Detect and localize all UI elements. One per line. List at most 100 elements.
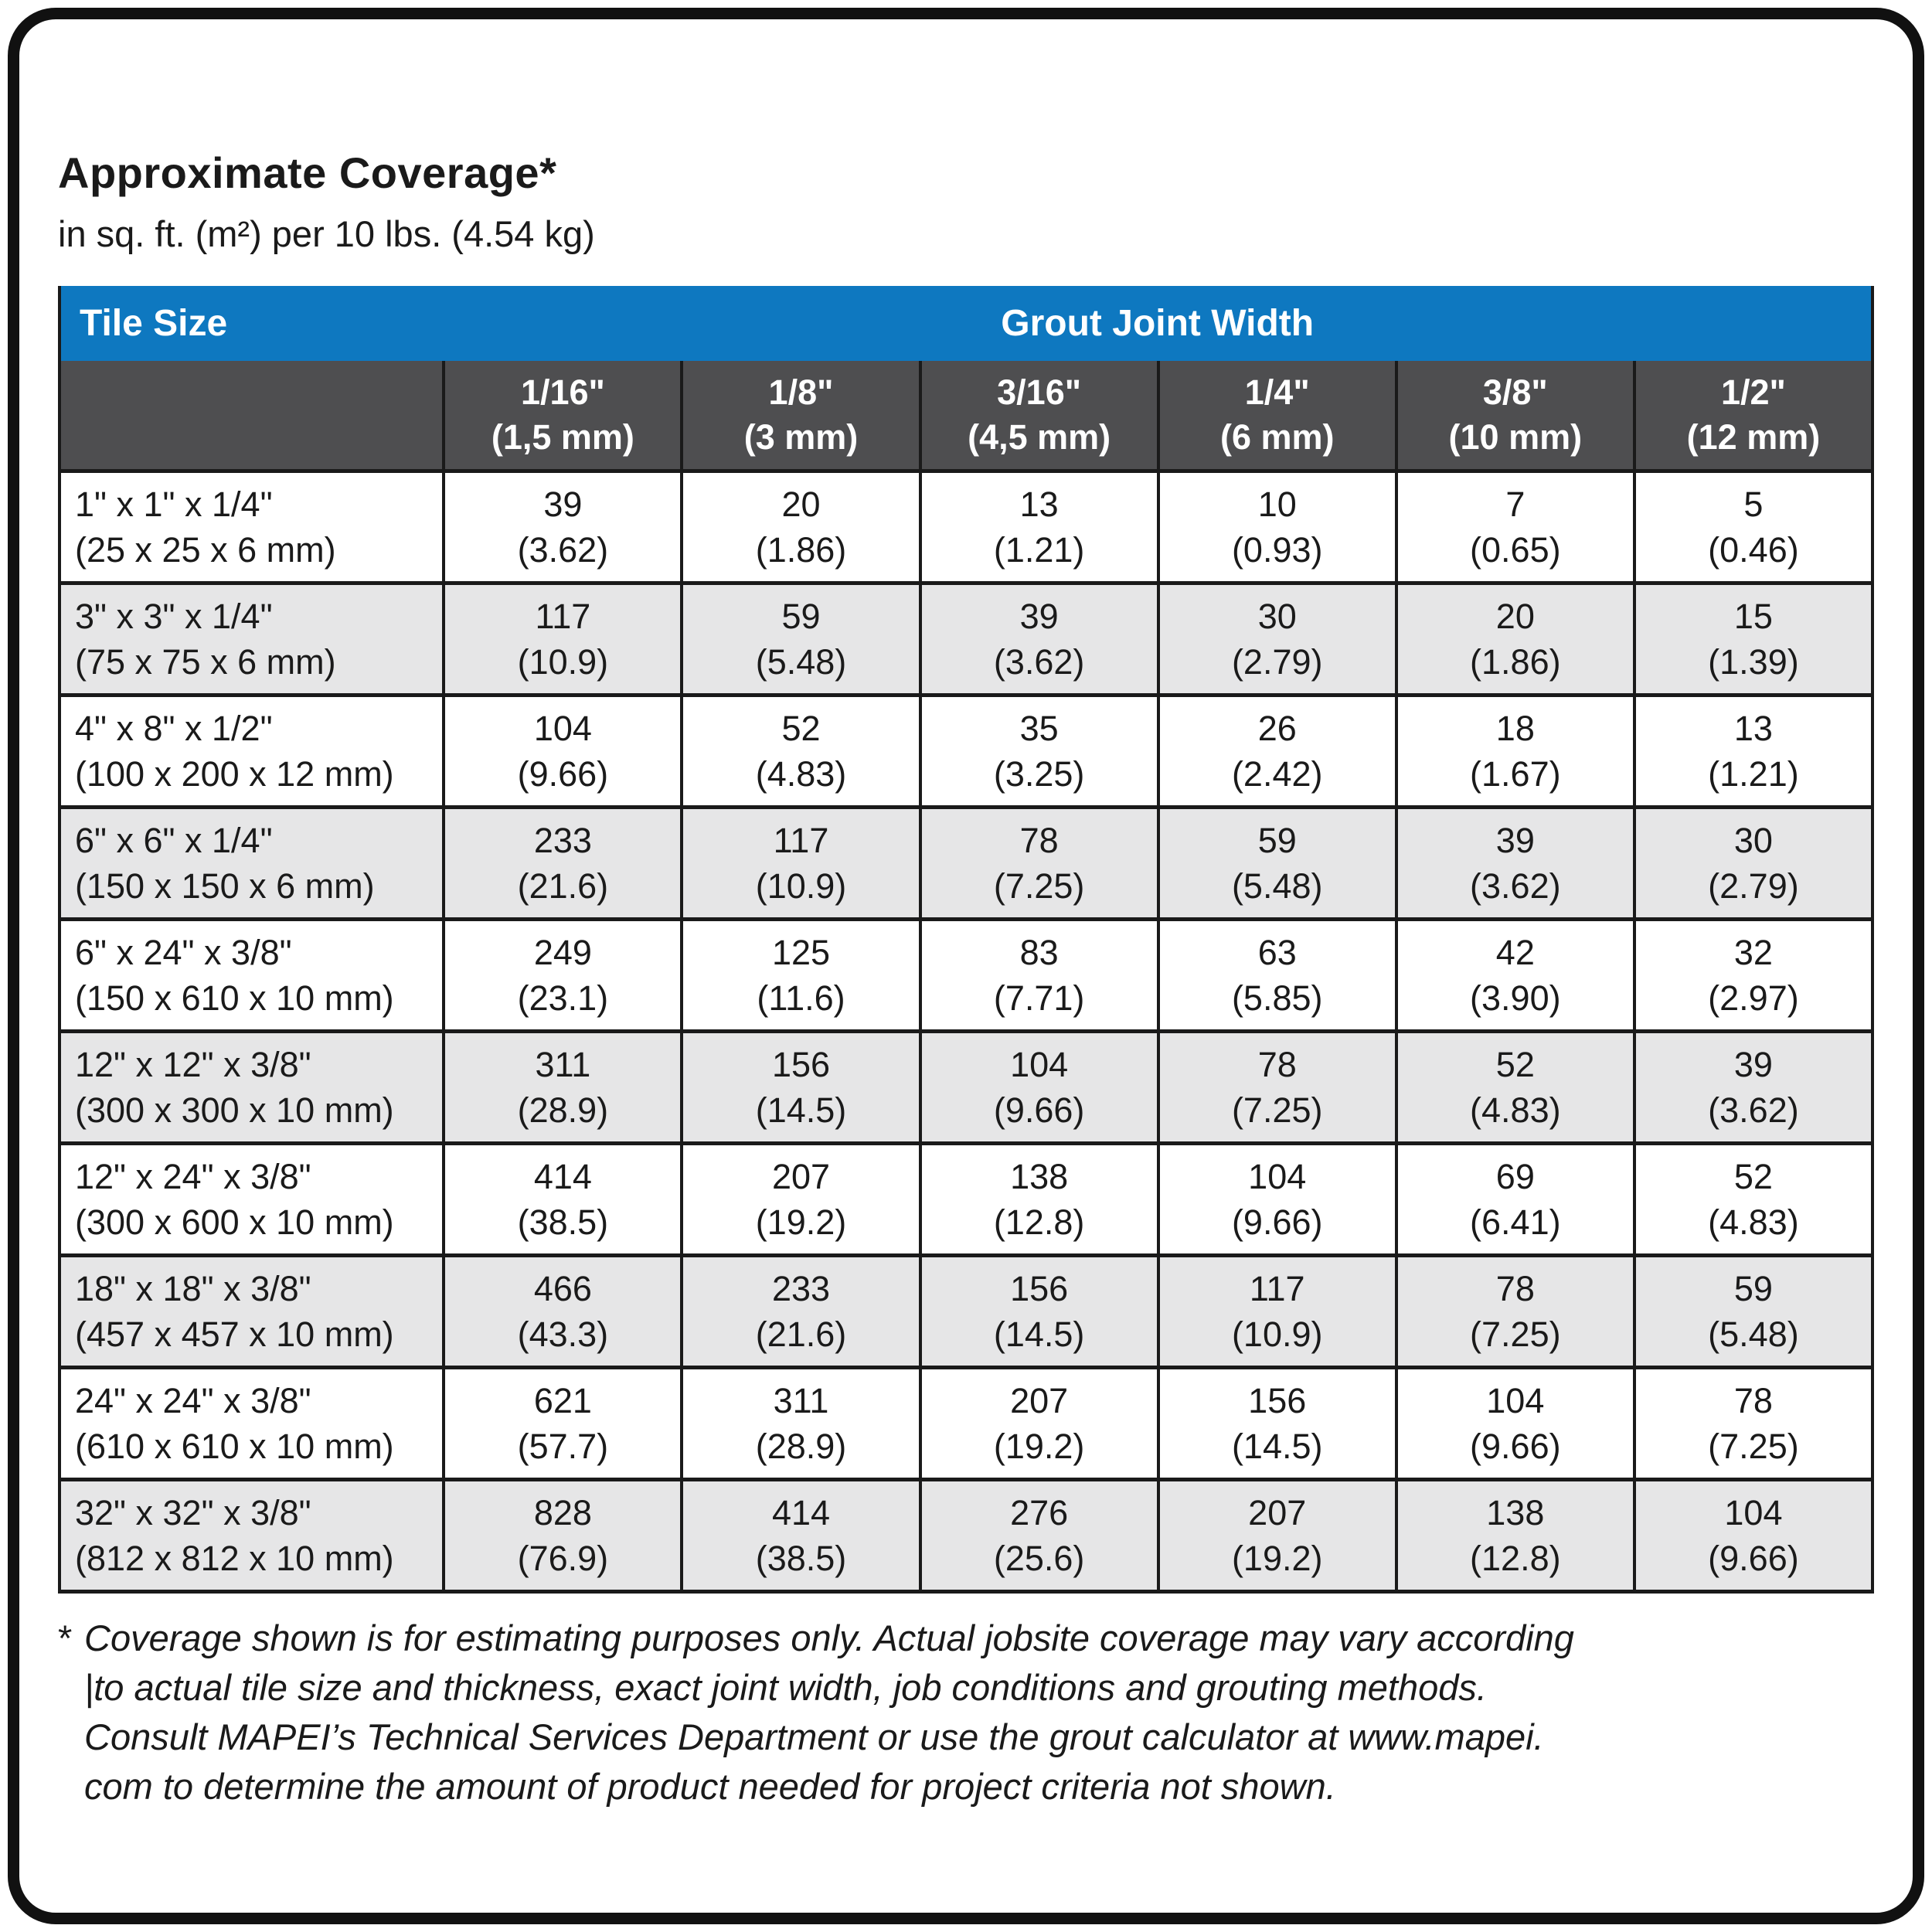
coverage-sqft: 52 <box>781 708 821 748</box>
column-header-metric: (1,5 mm) <box>491 417 634 457</box>
coverage-sqm: (1.86) <box>1470 642 1561 682</box>
coverage-value-cell: 5 (0.46) <box>1632 469 1875 586</box>
coverage-sqm: (12.8) <box>1470 1539 1561 1579</box>
tile-size-cell: 1" x 1" x 1/4" (25 x 25 x 6 mm) <box>57 469 446 586</box>
grout-width-column-header: 1/8" (3 mm) <box>680 361 922 474</box>
column-header-inch: 3/8" <box>1482 372 1548 412</box>
tile-size-inch: 1" x 1" x 1/4" <box>75 484 273 524</box>
coverage-sqft: 30 <box>1257 596 1297 636</box>
tile-size-inch: 6" x 24" x 3/8" <box>75 932 292 972</box>
footnote-line: |to actual tile size and thickness, exac… <box>84 1667 1487 1709</box>
coverage-sqft: 13 <box>1733 708 1773 748</box>
coverage-sqft: 10 <box>1257 484 1297 524</box>
coverage-value-cell: 138 (12.8) <box>918 1141 1160 1258</box>
coverage-value-cell: 39 (3.62) <box>1394 805 1636 922</box>
coverage-sqm: (76.9) <box>517 1539 609 1579</box>
grout-width-column-header: 1/16" (1,5 mm) <box>442 361 684 474</box>
coverage-sqft: 15 <box>1733 596 1773 636</box>
coverage-sqft: 83 <box>1019 932 1059 972</box>
coverage-value-cell: 20 (1.86) <box>1394 581 1636 698</box>
coverage-sqm: (2.79) <box>1708 866 1799 906</box>
coverage-sqft: 233 <box>771 1268 831 1308</box>
coverage-sqft: 39 <box>1733 1044 1773 1084</box>
coverage-sqm: (9.66) <box>517 754 609 794</box>
coverage-sqft: 35 <box>1019 708 1059 748</box>
coverage-sqm: (4.83) <box>1708 1202 1799 1243</box>
coverage-value-cell: 18 (1.67) <box>1394 693 1636 810</box>
coverage-sqm: (21.6) <box>755 1315 847 1355</box>
tile-size-inch: 24" x 24" x 3/8" <box>75 1380 311 1420</box>
coverage-sqft: 7 <box>1505 484 1526 524</box>
coverage-sqm: (9.66) <box>1231 1202 1323 1243</box>
tile-size-metric: (25 x 25 x 6 mm) <box>75 530 336 570</box>
coverage-value-cell: 466 (43.3) <box>442 1253 684 1370</box>
coverage-value-cell: 15 (1.39) <box>1632 581 1875 698</box>
coverage-sqft: 30 <box>1733 820 1773 860</box>
coverage-sqft: 138 <box>1486 1492 1545 1532</box>
coverage-sqm: (3.62) <box>1708 1090 1799 1131</box>
coverage-sqm: (5.85) <box>1231 978 1323 1019</box>
coverage-sqft: 249 <box>533 932 592 972</box>
page-title: Approximate Coverage* <box>58 148 557 197</box>
coverage-sqm: (19.2) <box>993 1427 1085 1467</box>
page-frame: Approximate Coverage* in sq. ft. (m²) pe… <box>8 8 1924 1924</box>
coverage-sqm: (2.42) <box>1231 754 1323 794</box>
coverage-value-cell: 63 (5.85) <box>1156 917 1398 1034</box>
coverage-sqm: (1.21) <box>1708 754 1799 794</box>
coverage-value-cell: 621 (57.7) <box>442 1366 684 1482</box>
coverage-sqm: (1.86) <box>755 530 847 570</box>
coverage-value-cell: 78 (7.25) <box>1156 1029 1398 1146</box>
coverage-value-cell: 104 (9.66) <box>1394 1366 1636 1482</box>
column-header-inch: 1/2" <box>1720 372 1786 412</box>
footnote-line: com to determine the amount of product n… <box>84 1766 1336 1807</box>
coverage-value-cell: 59 (5.48) <box>680 581 922 698</box>
coverage-value-cell: 59 (5.48) <box>1156 805 1398 922</box>
coverage-sqft: 207 <box>771 1156 831 1196</box>
coverage-sqft: 311 <box>773 1380 829 1420</box>
tile-size-cell: 12" x 12" x 3/8" (300 x 300 x 10 mm) <box>57 1029 446 1146</box>
coverage-value-cell: 39 (3.62) <box>918 581 1160 698</box>
table-row: 12" x 12" x 3/8" (300 x 300 x 10 mm) 311 (2… <box>57 1029 1875 1146</box>
tile-size-inch: 6" x 6" x 1/4" <box>75 820 273 860</box>
coverage-sqft: 78 <box>1257 1044 1297 1084</box>
coverage-sqm: (7.25) <box>993 866 1085 906</box>
coverage-sqm: (0.93) <box>1231 530 1323 570</box>
coverage-sqm: (5.48) <box>755 642 847 682</box>
footnote-line: Consult MAPEI’s Technical Services Depar… <box>84 1716 1544 1758</box>
coverage-sqm: (9.66) <box>1470 1427 1561 1467</box>
column-header-metric: (4,5 mm) <box>968 417 1111 457</box>
coverage-value-cell: 10 (0.93) <box>1156 469 1398 586</box>
coverage-sqm: (1.39) <box>1708 642 1799 682</box>
table-row: 12" x 24" x 3/8" (300 x 600 x 10 mm) 414 (3… <box>57 1141 1875 1258</box>
coverage-value-cell: 104 (9.66) <box>918 1029 1160 1146</box>
table-row: 6" x 6" x 1/4" (150 x 150 x 6 mm) 233 (21.6… <box>57 805 1875 922</box>
table-row: 1" x 1" x 1/4" (25 x 25 x 6 mm) 39 (3.62) 20… <box>57 469 1875 586</box>
coverage-value-cell: 78 (7.25) <box>1632 1366 1875 1482</box>
column-header-inch: 1/4" <box>1244 372 1310 412</box>
coverage-sqm: (12.8) <box>993 1202 1085 1243</box>
coverage-sqm: (7.25) <box>1231 1090 1323 1131</box>
coverage-sqm: (28.9) <box>755 1427 847 1467</box>
coverage-value-cell: 828 (76.9) <box>442 1478 684 1594</box>
tile-size-header: Tile Size <box>60 286 444 362</box>
coverage-value-cell: 39 (3.62) <box>442 469 684 586</box>
coverage-value-cell: 83 (7.71) <box>918 917 1160 1034</box>
coverage-sqm: (25.6) <box>993 1539 1085 1579</box>
tile-size-metric: (300 x 600 x 10 mm) <box>75 1202 394 1243</box>
coverage-sqft: 311 <box>535 1044 591 1084</box>
coverage-value-cell: 69 (6.41) <box>1394 1141 1636 1258</box>
coverage-sqm: (3.62) <box>517 530 609 570</box>
footnote: * Coverage shown is for estimating purpo… <box>56 1614 1874 1811</box>
coverage-value-cell: 156 (14.5) <box>680 1029 922 1146</box>
coverage-sqft: 20 <box>781 484 821 524</box>
coverage-sqm: (3.62) <box>993 642 1085 682</box>
coverage-sqm: (14.5) <box>755 1090 847 1131</box>
coverage-sqft: 466 <box>533 1268 592 1308</box>
table-row: 32" x 32" x 3/8" (812 x 812 x 10 mm) 828 (7… <box>57 1478 1875 1594</box>
footnote-line: Coverage shown is for estimating purpose… <box>84 1617 1574 1659</box>
tile-size-cell: 24" x 24" x 3/8" (610 x 610 x 10 mm) <box>57 1366 446 1482</box>
coverage-value-cell: 249 (23.1) <box>442 917 684 1034</box>
table-row: 4" x 8" x 1/2" (100 x 200 x 12 mm) 104 (9.6… <box>57 693 1875 810</box>
tile-size-cell: 12" x 24" x 3/8" (300 x 600 x 10 mm) <box>57 1141 446 1258</box>
